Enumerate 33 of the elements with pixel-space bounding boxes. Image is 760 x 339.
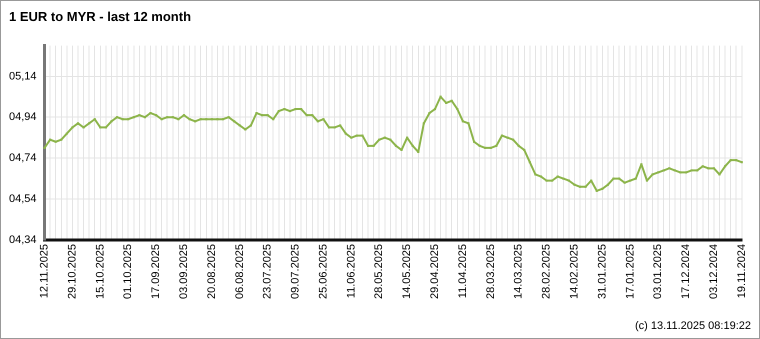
x-tick-label: 17.12.2024: [680, 244, 692, 300]
x-tick-label: 29.04.2025: [429, 244, 442, 300]
x-tick-label: 03.12.2024: [708, 244, 720, 300]
x-tick-label: 20.08.2025: [206, 244, 218, 300]
x-tick-label: 01.10.2025: [122, 244, 134, 300]
text: (c) 13.11.2025 08:19:22: [635, 320, 751, 332]
x-tick-label: 11.06.2025: [345, 244, 358, 298]
x-tick-label: 29.10.2025: [66, 244, 78, 300]
x-tick-label: 06.08.2025: [234, 244, 246, 300]
x-tick-label: 23.07.2025: [262, 244, 274, 300]
x-tick-label: 25.06.2025: [317, 244, 330, 300]
x-tick-label: 09.07.2025: [290, 244, 302, 300]
x-tick-label: 28.02.2025: [540, 244, 553, 300]
x-tick-label: 17.01.2025: [624, 244, 636, 300]
x-tick-label: 11.04.2025: [456, 244, 469, 298]
x-tick-label: 14.05.2025: [401, 244, 414, 300]
x-tick-label: 19.11.2024: [736, 244, 748, 298]
y-tick-label: 04,74: [8, 152, 37, 164]
x-tick-label: 14.03.2025: [512, 244, 525, 300]
x-tick-label: 15.10.2025: [94, 244, 106, 300]
x-tick-label: 14.02.2025: [568, 244, 580, 300]
y-tick-label: 04,54: [8, 193, 37, 206]
x-tick-label: 28.03.2025: [484, 244, 497, 300]
chart-title: 1 EUR to MYR - last 12 month: [9, 9, 192, 24]
x-tick-label: 17.09.2025: [150, 244, 162, 300]
x-tick-label: 03.01.2025: [652, 244, 664, 300]
x-tick-label: 12.11.2025: [38, 244, 51, 298]
x-tick-label: 03.09.2025: [178, 244, 190, 300]
y-tick-label: 04,34: [8, 234, 37, 246]
x-tick-label: 31.01.2025: [596, 244, 608, 300]
x-tick-label: 28.05.2025: [373, 244, 386, 300]
y-tick-label: 04,94: [8, 111, 37, 124]
y-tick-label: 05,14: [8, 70, 37, 82]
